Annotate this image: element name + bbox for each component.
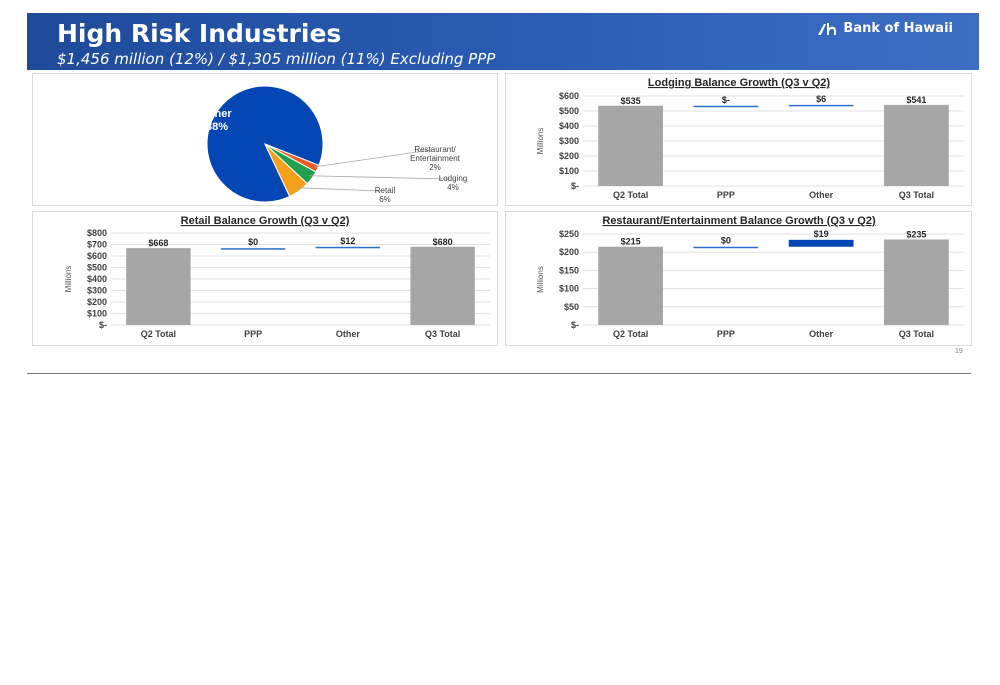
brand-logo: Bank of Hawaii — [817, 21, 953, 36]
y-tick-label: $100 — [87, 309, 107, 319]
pie-label-value: 6% — [379, 195, 391, 204]
page-subtitle: $1,456 million (12%) / $1,305 million (1… — [57, 50, 496, 68]
x-tick-label: Q2 Total — [613, 329, 648, 339]
header-banner: High Risk Industries $1,456 million (12%… — [27, 13, 979, 70]
chart-title: Lodging Balance Growth (Q3 v Q2) — [648, 77, 830, 89]
pie-label-value: 88% — [206, 121, 228, 133]
lodging-panel: Lodging Balance Growth (Q3 v Q2) Millions… — [505, 73, 972, 206]
chart-title: Restaurant/Entertainment Balance Growth … — [602, 215, 876, 227]
data-label: $541 — [906, 95, 926, 105]
y-tick-label: $200 — [559, 151, 579, 161]
pie-label-value: 2% — [429, 163, 441, 172]
bar — [220, 248, 286, 250]
chart-title: Retail Balance Growth (Q3 v Q2) — [181, 215, 350, 227]
x-tick-label: Q3 Total — [899, 329, 934, 339]
bar — [410, 246, 475, 325]
bar — [315, 246, 381, 249]
retail-bar-chart: Retail Balance Growth (Q3 v Q2) Millions $… — [64, 215, 490, 339]
data-label: $12 — [340, 236, 355, 246]
y-tick-label: $500 — [559, 106, 579, 116]
y-tick-label: $- — [571, 181, 579, 191]
y-tick-label: $300 — [559, 136, 579, 146]
x-tick-label: Other — [336, 329, 361, 339]
y-axis-label: Millions — [536, 128, 545, 155]
divider-line — [27, 373, 971, 374]
y-axis-label: Millions — [536, 266, 545, 293]
y-tick-label: $400 — [87, 274, 107, 284]
pie-slice — [264, 143, 308, 198]
x-tick-label: PPP — [244, 329, 262, 339]
data-label: $19 — [814, 229, 829, 239]
x-tick-label: Q2 Total — [141, 329, 176, 339]
pie-label-value: 4% — [447, 183, 459, 192]
y-tick-label: $300 — [87, 286, 107, 296]
data-label: $- — [722, 95, 730, 105]
pie-label-name: Retail — [375, 186, 396, 195]
y-tick-label: $200 — [559, 247, 579, 257]
lodging-bar-chart: Lodging Balance Growth (Q3 v Q2) Millions… — [536, 77, 964, 200]
x-tick-label: PPP — [717, 329, 735, 339]
y-tick-label: $150 — [559, 265, 579, 275]
y-tick-label: $100 — [559, 284, 579, 294]
bar — [693, 246, 759, 249]
pie-panel: Other 88% Restaurant/Entertainment 2% Lodgin… — [32, 73, 498, 206]
data-label: $6 — [816, 94, 826, 104]
x-tick-label: Q2 Total — [613, 190, 648, 200]
y-tick-label: $250 — [559, 229, 579, 239]
retail-panel: Retail Balance Growth (Q3 v Q2) Millions $… — [32, 211, 498, 346]
bar — [693, 105, 759, 108]
y-tick-label: $600 — [559, 91, 579, 101]
pie-label-name: Other — [202, 108, 232, 120]
x-tick-label: Other — [809, 329, 834, 339]
data-label: $0 — [721, 236, 731, 246]
page-title: High Risk Industries — [57, 19, 342, 48]
data-label: $215 — [621, 237, 641, 247]
bar — [788, 239, 854, 247]
pie-leader-line — [313, 149, 432, 168]
y-tick-label: $50 — [564, 302, 579, 312]
y-tick-label: $400 — [559, 121, 579, 131]
bar — [883, 239, 949, 325]
pie-label-name: Entertainment — [410, 154, 461, 163]
bar — [598, 246, 664, 325]
x-tick-label: Other — [809, 190, 834, 200]
pie-leader-line — [296, 187, 382, 192]
x-tick-label: Q3 Total — [425, 329, 460, 339]
x-tick-label: Q3 Total — [899, 190, 934, 200]
bar — [126, 248, 191, 325]
restaurant-panel: Restaurant/Entertainment Balance Growth … — [505, 211, 972, 346]
pie-label-name: Restaurant/ — [414, 145, 456, 154]
y-tick-label: $700 — [87, 240, 107, 250]
y-tick-label: $- — [99, 320, 107, 330]
data-label: $680 — [433, 237, 453, 247]
brand-name: Bank of Hawaii — [843, 21, 953, 36]
restaurant-bar-chart: Restaurant/Entertainment Balance Growth … — [536, 215, 964, 339]
y-tick-label: $- — [571, 320, 579, 330]
bar — [788, 104, 854, 107]
y-tick-label: $200 — [87, 297, 107, 307]
y-tick-label: $800 — [87, 228, 107, 238]
pie-label-name: Lodging — [439, 174, 467, 183]
y-tick-label: $100 — [559, 166, 579, 176]
bar — [883, 104, 949, 186]
data-label: $668 — [148, 238, 168, 248]
pie-leader-line — [308, 175, 450, 180]
y-tick-label: $500 — [87, 263, 107, 273]
y-axis-label: Millions — [64, 266, 73, 293]
page-number: 19 — [955, 348, 963, 355]
y-tick-label: $600 — [87, 251, 107, 261]
bar — [598, 105, 664, 186]
x-tick-label: PPP — [717, 190, 735, 200]
data-label: $235 — [906, 229, 926, 239]
data-label: $0 — [248, 237, 258, 247]
bank-logo-icon — [818, 22, 837, 35]
data-label: $535 — [621, 96, 641, 106]
